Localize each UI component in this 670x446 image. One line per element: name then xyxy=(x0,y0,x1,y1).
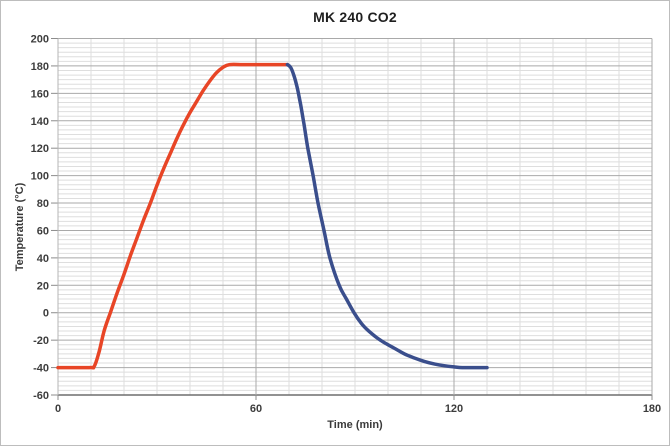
y-tick-label: -20 xyxy=(33,335,49,347)
y-tick-label: 0 xyxy=(43,308,49,320)
x-tick-label: 180 xyxy=(643,403,661,415)
y-tick-label: 140 xyxy=(31,116,49,128)
x-tick-label: 120 xyxy=(445,403,463,415)
y-tick-label: 40 xyxy=(37,253,49,265)
y-tick-label: -40 xyxy=(33,363,49,375)
y-tick-label: 200 xyxy=(31,34,49,46)
heating-curve xyxy=(56,62,290,370)
y-tick-label: 180 xyxy=(31,61,49,73)
y-tick-label: 80 xyxy=(37,198,49,210)
y-tick-label: 120 xyxy=(31,143,49,155)
x-tick-label: 0 xyxy=(55,403,61,415)
y-tick-label: -60 xyxy=(33,390,49,402)
y-tick-label: 160 xyxy=(31,88,49,100)
cooling-curve xyxy=(285,62,489,370)
y-tick-label: 100 xyxy=(31,171,49,183)
y-tick-label: 20 xyxy=(37,280,49,292)
chart-title: MK 240 CO2 xyxy=(313,9,397,25)
y-tick-label: 60 xyxy=(37,225,49,237)
x-axis-title: Time (min) xyxy=(327,419,383,431)
x-tick-label: 60 xyxy=(250,403,262,415)
